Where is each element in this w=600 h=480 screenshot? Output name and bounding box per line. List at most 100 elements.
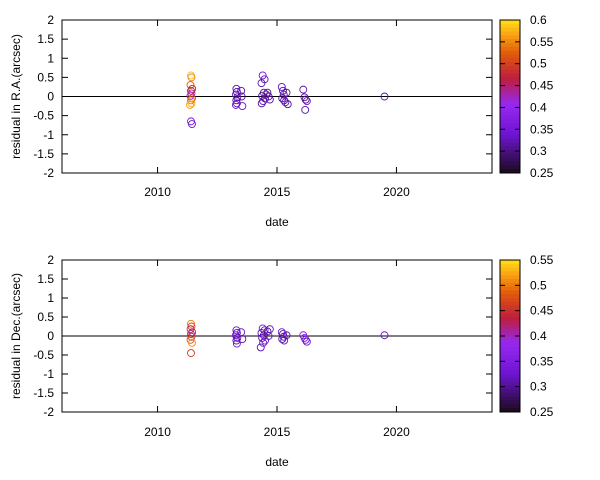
data-point (300, 333, 309, 342)
data-point (232, 339, 241, 348)
colorbar-band (500, 317, 520, 322)
colorbar-band (500, 58, 520, 63)
x-tick-label: 2015 (264, 425, 291, 439)
data-point (188, 120, 196, 128)
colorbar-band (500, 77, 520, 82)
data-point (187, 330, 195, 339)
data-point (282, 88, 291, 97)
data-point (299, 85, 308, 94)
colorbar-band (500, 39, 520, 44)
y-tick-label: -0.5 (33, 348, 54, 362)
colorbar-band (500, 104, 520, 109)
data-point (263, 88, 272, 97)
data-point (256, 343, 265, 352)
colorbar-tick-label: 0.25 (530, 166, 554, 180)
data-point (281, 98, 290, 107)
colorbar-tick-label: 0.35 (530, 354, 554, 368)
colorbar-band (500, 50, 520, 55)
colorbar-tick-label: 0.55 (530, 35, 554, 49)
colorbar-tick-label: 0.4 (530, 100, 547, 114)
colorbar-band (500, 96, 520, 101)
colorbar-band (500, 366, 520, 371)
x-tick-label: 2015 (264, 185, 291, 199)
colorbar-band (500, 65, 520, 71)
colorbar-band (500, 286, 520, 291)
y-tick-label: -1.5 (33, 386, 54, 400)
colorbar-band (500, 393, 520, 398)
chart-panel-1: -2 -1.5 -1 -0.5 0 0.5 1 1.5 2 2010 2015 2020 residua… (9, 13, 554, 229)
colorbar-band (500, 62, 520, 67)
colorbar-band (500, 381, 520, 386)
data-point (187, 86, 195, 95)
colorbar-band (500, 100, 520, 105)
colorbar-band (500, 88, 520, 94)
colorbar-band (500, 313, 520, 318)
y-tick-label: 2 (47, 13, 54, 27)
colorbar-band (500, 73, 520, 78)
x-tick-label: 2020 (383, 425, 410, 439)
colorbar-band (500, 358, 520, 364)
colorbar-band (500, 161, 520, 166)
y-tick-label: -0.5 (33, 109, 54, 123)
colorbar-band (500, 298, 520, 303)
colorbar-band (500, 260, 520, 265)
colorbar-band (500, 374, 520, 379)
colorbar-band (500, 130, 520, 136)
colorbar-band (500, 404, 520, 409)
data-point (259, 338, 268, 347)
data-point (187, 319, 195, 328)
data-point (187, 73, 196, 82)
colorbar-tick-label: 0.5 (530, 278, 547, 292)
y-tick-label: 0.5 (37, 310, 54, 324)
colorbar-tick-label: 0.45 (530, 79, 554, 93)
colorbar-band (500, 69, 520, 75)
data-point (380, 331, 389, 340)
colorbar-tick-label: 0.55 (530, 253, 554, 267)
colorbar-band (500, 119, 520, 124)
data-point (278, 335, 287, 343)
colorbar-band (500, 54, 520, 59)
colorbar-tick-label: 0.5 (530, 57, 547, 71)
y-axis-label: residual in R.A.(arcsec) (9, 34, 23, 159)
colorbar-band (500, 107, 520, 113)
colorbar-band (500, 339, 520, 345)
colorbar-tick-label: 0.3 (530, 144, 547, 158)
colorbar-band (500, 134, 520, 140)
colorbar-band (500, 282, 520, 288)
data-point (238, 102, 247, 111)
colorbar-band (500, 150, 520, 155)
y-tick-label: 1.5 (37, 32, 54, 46)
colorbar-band (500, 85, 520, 90)
colorbar-band (500, 142, 520, 147)
data-point (238, 335, 247, 343)
data-point (188, 328, 197, 337)
colorbar-band (500, 396, 520, 402)
data-point (232, 336, 241, 345)
colorbar-tick-label: 0.25 (530, 405, 554, 419)
colorbar-band (500, 92, 520, 97)
colorbar-band (500, 35, 520, 40)
x-tick-label: 2010 (144, 425, 171, 439)
colorbar-band (500, 343, 520, 348)
colorbar-band (500, 263, 520, 269)
colorbar-band (500, 31, 520, 36)
x-tick-label: 2020 (383, 185, 410, 199)
colorbar-tick-label: 0.4 (530, 329, 547, 343)
y-tick-label: -1 (43, 367, 54, 381)
colorbar-band (500, 46, 520, 52)
data-point (188, 338, 196, 347)
data-point (280, 336, 289, 345)
y-tick-label: -1 (43, 128, 54, 142)
data-point (257, 99, 266, 108)
y-tick-label: 0.5 (37, 70, 54, 84)
y-tick-label: -1.5 (33, 147, 54, 161)
data-point (262, 90, 271, 99)
colorbar-band (500, 146, 520, 151)
data-point (380, 92, 389, 101)
data-point (301, 105, 310, 114)
colorbar-band (500, 370, 520, 375)
data-point (186, 100, 194, 109)
y-tick-label: 1.5 (37, 272, 54, 286)
y-tick-label: 0 (47, 329, 54, 343)
colorbar-band (500, 389, 520, 394)
